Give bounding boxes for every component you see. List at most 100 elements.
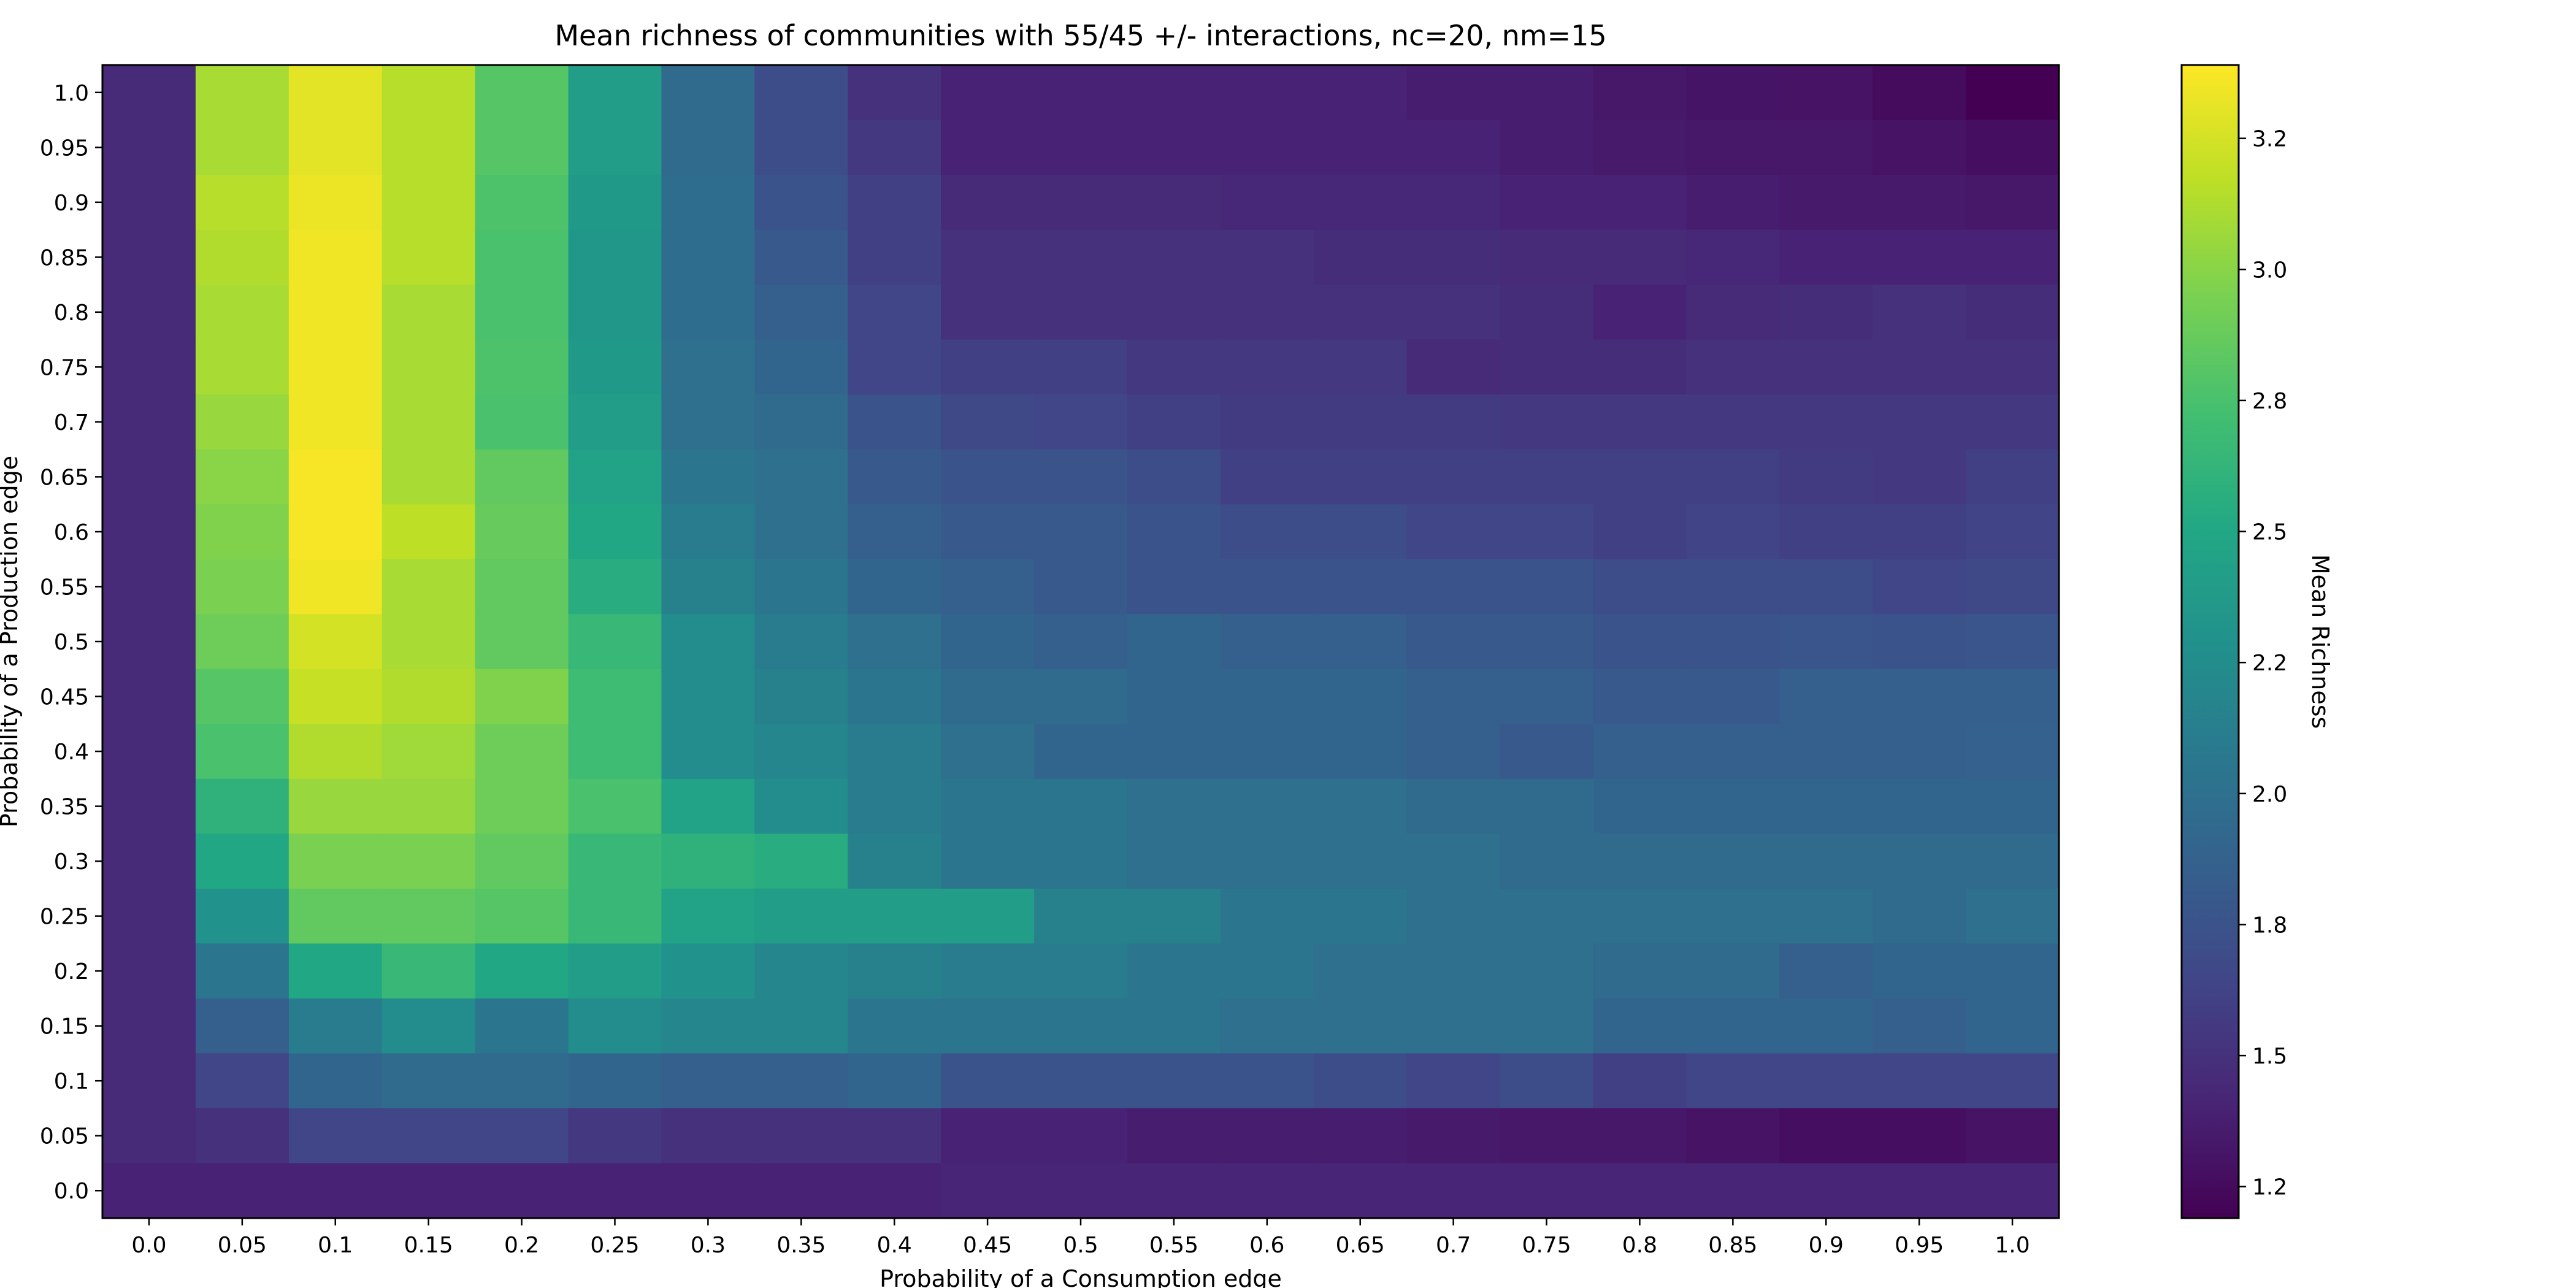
heatmap-cell: [1593, 1163, 1687, 1219]
heatmap-cell: [661, 1053, 755, 1109]
heatmap-cell: [754, 943, 848, 999]
colorbar-tick-label: 1.5: [2252, 1044, 2287, 1069]
heatmap-cell: [1313, 998, 1408, 1054]
heatmap-cell: [941, 339, 1035, 395]
heatmap-cell: [1220, 778, 1314, 834]
heatmap-cell: [941, 175, 1035, 231]
heatmap-cell: [1779, 504, 1873, 560]
heatmap-cell: [1034, 229, 1128, 285]
heatmap-cell: [1034, 120, 1128, 175]
heatmap-cell: [1034, 65, 1128, 121]
heatmap-cell: [1593, 175, 1687, 231]
heatmap-cell: [568, 834, 662, 889]
heatmap-cell: [1406, 559, 1501, 615]
heatmap-cell: [1873, 175, 1966, 231]
heatmap-cell: [941, 120, 1035, 175]
heatmap-cell: [1500, 1163, 1594, 1219]
heatmap-cell: [1593, 998, 1687, 1054]
heatmap-cell: [1873, 614, 1966, 670]
heatmap-cell: [381, 724, 476, 780]
heatmap-cell: [754, 1108, 848, 1164]
heatmap-cell: [381, 120, 476, 175]
heatmap-cell: [1779, 669, 1873, 724]
x-tick-label: 0.2: [504, 1233, 539, 1258]
heatmap-cell: [1127, 724, 1221, 780]
heatmap-cell: [1500, 559, 1594, 615]
heatmap-cell: [661, 669, 755, 724]
heatmap-cell: [661, 614, 755, 670]
y-tick-label: 0.65: [40, 465, 89, 490]
heatmap-cell: [288, 834, 383, 889]
heatmap-cell: [1966, 834, 2060, 889]
heatmap-cell: [754, 614, 848, 670]
y-tick-label: 0.4: [54, 740, 89, 765]
heatmap-cell: [1593, 394, 1687, 450]
heatmap-cell: [568, 614, 662, 670]
heatmap-cell: [1966, 394, 2060, 450]
heatmap-cell: [1034, 559, 1128, 615]
y-tick-label: 0.3: [54, 849, 89, 875]
heatmap-cell: [1500, 614, 1594, 670]
heatmap-cell: [102, 834, 196, 889]
heatmap-cell: [195, 943, 289, 999]
heatmap-cell: [1406, 888, 1501, 944]
heatmap-cell: [1873, 778, 1966, 834]
heatmap-cell: [1127, 1053, 1221, 1109]
heatmap-cell: [1220, 394, 1314, 450]
heatmap-cell: [848, 1163, 941, 1219]
heatmap-cell: [1779, 339, 1873, 395]
heatmap-cell: [1220, 1053, 1314, 1109]
heatmap-cell: [848, 229, 941, 285]
y-tick-label: 0.5: [54, 630, 89, 655]
heatmap-cell: [1034, 1163, 1128, 1219]
heatmap-cell: [1127, 943, 1221, 999]
heatmap-cell: [1127, 339, 1221, 395]
heatmap-cell: [1406, 175, 1501, 231]
heatmap-cell: [1873, 449, 1966, 505]
heatmap-cell: [381, 394, 476, 450]
heatmap-cell: [1873, 1053, 1966, 1109]
x-tick-label: 0.9: [1809, 1233, 1844, 1258]
heatmap-cell: [1034, 614, 1128, 670]
x-tick-label: 0.45: [963, 1233, 1012, 1258]
heatmap-cell: [1127, 778, 1221, 834]
heatmap-cell: [1034, 449, 1128, 505]
heatmap-cell: [288, 120, 383, 175]
heatmap-cell: [1593, 120, 1687, 175]
y-tick-label: 0.7: [54, 410, 89, 435]
heatmap-cell: [288, 175, 383, 231]
heatmap-cell: [1686, 394, 1780, 450]
heatmap-cell: [1313, 229, 1408, 285]
heatmap-cell: [1220, 998, 1314, 1054]
heatmap-cell: [1034, 285, 1128, 340]
heatmap-cell: [754, 120, 848, 175]
y-tick-label: 0.6: [54, 520, 89, 545]
heatmap-cell: [1686, 229, 1780, 285]
heatmap-cell: [1313, 724, 1408, 780]
heatmap-cell: [1966, 998, 2060, 1054]
heatmap-cell: [1406, 943, 1501, 999]
heatmap-cell: [381, 943, 476, 999]
heatmap-cell: [1966, 1053, 2060, 1109]
heatmap-cell: [102, 120, 196, 175]
heatmap-cell: [195, 724, 289, 780]
heatmap-cell: [661, 339, 755, 395]
heatmap-cell: [1127, 394, 1221, 450]
heatmap-cell: [475, 120, 569, 175]
heatmap-cell: [941, 724, 1035, 780]
heatmap-cell: [1966, 65, 2060, 121]
heatmap-cell: [1127, 559, 1221, 615]
heatmap-cell: [102, 65, 196, 121]
heatmap-cell: [1127, 834, 1221, 889]
heatmap-cell: [381, 998, 476, 1054]
heatmap-cell: [1500, 943, 1594, 999]
heatmap-cell: [1873, 943, 1966, 999]
heatmap-cell: [288, 285, 383, 340]
heatmap-cell: [475, 175, 569, 231]
heatmap-cell: [1966, 614, 2060, 670]
x-axis-label: Probability of a Consumption edge: [880, 1265, 1282, 1288]
heatmap-cell: [1034, 943, 1128, 999]
x-tick-label: 0.65: [1336, 1233, 1385, 1258]
heatmap-cell: [1686, 943, 1780, 999]
heatmap-cell: [568, 120, 662, 175]
